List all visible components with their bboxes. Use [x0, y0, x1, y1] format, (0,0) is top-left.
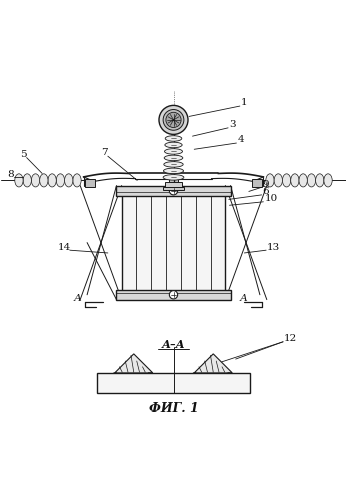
Ellipse shape	[299, 174, 307, 187]
Ellipse shape	[316, 174, 324, 187]
Bar	[122, 194, 225, 298]
Circle shape	[169, 187, 178, 195]
Text: 6: 6	[263, 187, 269, 196]
Ellipse shape	[163, 168, 184, 174]
Bar	[117, 290, 230, 299]
Text: А: А	[73, 293, 81, 303]
Ellipse shape	[274, 174, 282, 187]
Circle shape	[166, 112, 181, 128]
Text: 4: 4	[237, 135, 244, 144]
Ellipse shape	[31, 174, 40, 187]
Bar	[252, 179, 262, 187]
Text: 7: 7	[101, 148, 108, 157]
Ellipse shape	[73, 174, 81, 187]
Polygon shape	[115, 354, 153, 373]
Bar	[98, 373, 249, 393]
Ellipse shape	[23, 174, 31, 187]
Text: 3: 3	[229, 120, 235, 129]
Bar	[163, 187, 184, 190]
Ellipse shape	[282, 174, 291, 187]
Ellipse shape	[324, 174, 332, 187]
Ellipse shape	[266, 174, 274, 187]
Ellipse shape	[65, 174, 73, 187]
Text: 8: 8	[7, 170, 14, 179]
Ellipse shape	[163, 175, 184, 180]
Text: 14: 14	[58, 243, 71, 251]
Bar	[85, 179, 95, 187]
Ellipse shape	[164, 162, 183, 167]
Ellipse shape	[48, 174, 56, 187]
Text: ФИГ. 1: ФИГ. 1	[149, 402, 198, 415]
Circle shape	[159, 105, 188, 134]
Ellipse shape	[165, 142, 182, 148]
Ellipse shape	[164, 149, 183, 154]
Bar	[165, 183, 182, 187]
Bar	[117, 186, 230, 196]
Text: А–А: А–А	[162, 339, 185, 350]
Ellipse shape	[15, 174, 23, 187]
Ellipse shape	[307, 174, 316, 187]
Text: А: А	[239, 293, 247, 303]
Circle shape	[169, 290, 178, 299]
Bar	[169, 179, 178, 184]
Text: 10: 10	[264, 194, 278, 203]
Text: 12: 12	[284, 334, 297, 343]
Ellipse shape	[40, 174, 48, 187]
Text: 1: 1	[241, 98, 247, 107]
Ellipse shape	[56, 174, 65, 187]
Ellipse shape	[164, 155, 183, 161]
Ellipse shape	[291, 174, 299, 187]
Text: 13: 13	[267, 243, 280, 251]
Text: 9: 9	[263, 180, 269, 189]
Text: 5: 5	[20, 150, 26, 159]
Ellipse shape	[165, 136, 182, 141]
Polygon shape	[194, 354, 232, 373]
Circle shape	[163, 109, 184, 130]
